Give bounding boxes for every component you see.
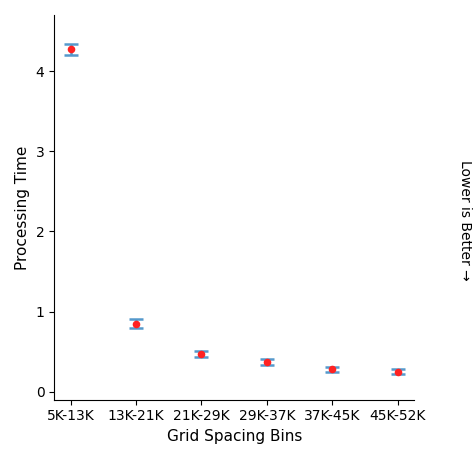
Point [132, 320, 140, 327]
Point [328, 365, 336, 373]
Point [263, 358, 271, 366]
Point [394, 368, 402, 375]
Text: Lower is Better →: Lower is Better → [457, 160, 472, 281]
Y-axis label: Processing Time: Processing Time [15, 145, 30, 269]
Point [198, 350, 205, 358]
X-axis label: Grid Spacing Bins: Grid Spacing Bins [166, 429, 302, 444]
Point [67, 46, 74, 53]
